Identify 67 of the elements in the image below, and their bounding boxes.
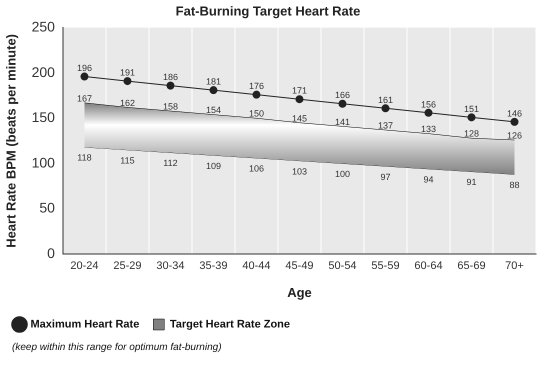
text: (keep within this range for optimum fat-burning) (12, 342, 223, 353)
data-label: 133 (420, 124, 436, 134)
x-tick-label: 20-24 (70, 260, 99, 272)
point (295, 95, 304, 104)
y-axis-title: Heart Rate BPM (beats per minute) (3, 34, 18, 248)
point (381, 104, 390, 112)
data-label: 154 (206, 105, 221, 116)
x-tick-label: 35-39 (199, 260, 228, 272)
data-label: 128 (464, 128, 480, 139)
data-label: 112 (163, 158, 178, 168)
point (166, 82, 174, 90)
data-label: 91 (466, 177, 476, 188)
y-tick-label: 0 (47, 245, 56, 262)
data-label: 186 (162, 72, 178, 82)
point (510, 118, 518, 126)
data-label: 161 (378, 94, 393, 105)
data-label: 181 (206, 76, 221, 87)
data-label: 167 (76, 93, 92, 104)
x-tick-label: 50-54 (328, 260, 357, 272)
legend-label: Target Heart Rate Zone (170, 318, 290, 331)
y-tick-label: 200 (32, 64, 56, 80)
point (338, 100, 346, 108)
data-label: 97 (380, 172, 390, 182)
data-label: 100 (334, 169, 350, 180)
data-label: 137 (378, 120, 393, 131)
data-label: 162 (120, 98, 135, 108)
data-label: 115 (120, 155, 135, 166)
y-tick-label: 50 (39, 200, 56, 216)
data-label: 126 (506, 130, 522, 140)
data-label: 196 (76, 63, 92, 74)
data-label: 109 (206, 160, 221, 171)
x-axis-title: Age (287, 284, 312, 300)
data-label: 106 (248, 164, 264, 174)
x-tick-label: 40-44 (242, 260, 271, 272)
legend-label: Maximum Heart Rate (30, 318, 140, 331)
y-tick-label: 250 (32, 18, 56, 34)
data-label: 191 (120, 68, 135, 78)
x-tick-label: 25-29 (113, 260, 142, 272)
point (467, 113, 476, 122)
point (252, 90, 260, 99)
point (209, 86, 218, 94)
y-tick-label: 150 (32, 109, 56, 126)
data-label: 141 (334, 116, 350, 127)
x-tick-label: 65-69 (457, 260, 486, 272)
point (424, 108, 432, 117)
point (123, 77, 132, 86)
data-label: 150 (248, 108, 264, 119)
x-tick-label: 55-59 (371, 260, 400, 272)
x-tick-label: 30-34 (156, 260, 185, 272)
data-label: 88 (509, 180, 520, 190)
data-label: 151 (464, 104, 480, 114)
data-label: 176 (248, 81, 264, 92)
data-label: 103 (292, 166, 307, 176)
point (80, 72, 88, 81)
data-label: 158 (162, 101, 178, 112)
x-tick-label: 60-64 (414, 260, 443, 272)
data-label: 145 (292, 113, 307, 124)
data-label: 166 (334, 90, 350, 100)
y-tick-label: 100 (32, 154, 56, 170)
data-label: 118 (77, 152, 92, 163)
chart-title: Fat-Burning Target Heart Rate (176, 3, 360, 18)
data-label: 94 (423, 174, 434, 184)
x-tick-label: 70+ (505, 260, 524, 272)
data-label: 156 (420, 99, 436, 110)
data-label: 171 (292, 86, 307, 96)
data-label: 146 (506, 108, 522, 118)
x-tick-label: 45-49 (285, 260, 314, 272)
